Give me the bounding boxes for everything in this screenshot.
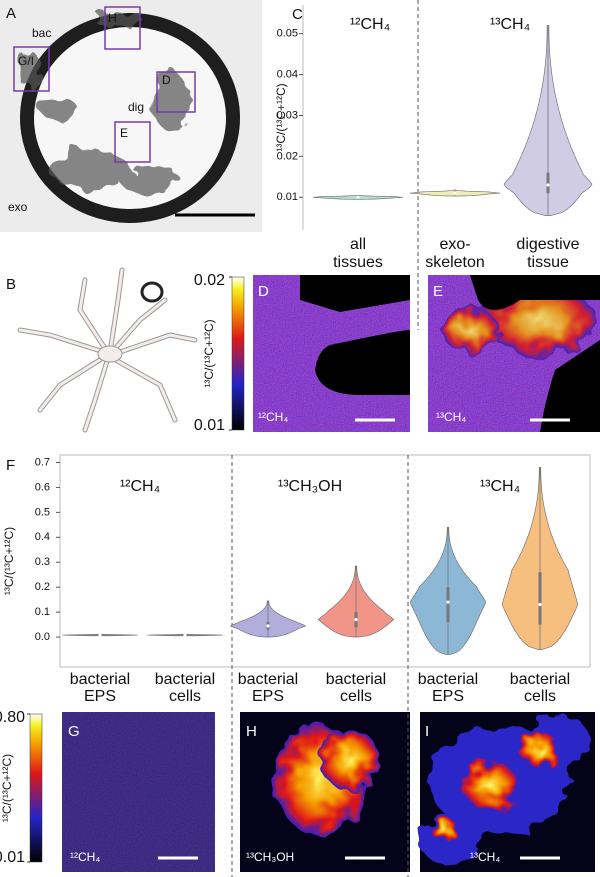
image-e: E ¹³CH₄ (428, 275, 600, 432)
group-label: ¹³CH₄ (480, 478, 520, 495)
category-label: tissue (527, 254, 569, 271)
panel-letter: D (258, 283, 269, 300)
y-tick-label: 0.3 (35, 556, 50, 568)
panel-letter: E (433, 283, 443, 300)
median (538, 603, 542, 607)
category-label: EPS (252, 688, 284, 705)
category-label: bacterial (510, 671, 570, 688)
panel-letter: I (425, 723, 429, 740)
y-tick-label: 0.01 (277, 191, 298, 203)
spider-fill (18, 268, 197, 432)
y-tick-label: 0.2 (35, 581, 50, 593)
category-label: bacterial (326, 671, 386, 688)
y-tick-label: 0.6 (35, 481, 50, 493)
hot-region (275, 725, 380, 835)
category-label: bacterial (418, 671, 478, 688)
tissue-texture (18, 12, 188, 194)
group-label: ¹³CH₃OH (278, 478, 342, 495)
category-label: EPS (432, 688, 464, 705)
group-label: ¹²CH₄ (120, 478, 160, 495)
median (356, 195, 360, 199)
y-tick-label: 0.5 (35, 506, 50, 518)
category-label: tissues (333, 254, 383, 271)
category-label: bacterial (70, 671, 130, 688)
category-label: cells (524, 688, 556, 705)
cross-section (140, 281, 164, 303)
colorbar-tick-label: 0.01 (194, 417, 225, 434)
colorbar-label: ¹³C/(¹³C+¹²C) (0, 754, 14, 822)
y-tick-label: 0.05 (277, 28, 298, 40)
panel-letter: C (292, 6, 303, 23)
group-label: ¹²CH₄ (350, 16, 390, 33)
y-tick-label: 0.0 (35, 631, 50, 643)
image-label: ¹²CH₄ (70, 850, 100, 864)
image-label: ¹³CH₄ (470, 850, 500, 864)
box-label: E (120, 126, 128, 140)
category-label: EPS (84, 688, 116, 705)
y-tick-label: 0.02 (277, 150, 298, 162)
panel-letter: A (6, 5, 16, 22)
image-i: I ¹³CH₄ (420, 712, 595, 872)
colorbar-tick-label: 0.01 (0, 849, 25, 866)
y-tick-label: 0.1 (35, 606, 50, 618)
category-label: bacterial (238, 671, 298, 688)
median (183, 633, 187, 637)
y-tick-label: 0.7 (35, 456, 50, 468)
panel-letter: H (246, 723, 257, 740)
panel-letter: F (6, 457, 15, 474)
hot-region (420, 715, 590, 865)
image-label: ¹²CH₄ (258, 410, 288, 424)
category-label: digestive (516, 236, 579, 253)
median (453, 191, 457, 195)
spider-body (97, 345, 123, 363)
median (354, 618, 358, 622)
category-label: bacterial (155, 671, 215, 688)
label: bac (32, 26, 51, 40)
region-boxes (13, 6, 196, 163)
y-axis-label: ¹³C/(¹³C+¹²C) (274, 83, 288, 151)
image-h: H ¹³CH₃OH (240, 712, 410, 872)
y-tick-label: 0.03 (277, 109, 298, 121)
panel-letter: G (68, 723, 80, 740)
category-label: all (350, 236, 366, 253)
image-label: ¹³CH₄ (436, 410, 466, 424)
plot-frame (59, 454, 591, 668)
category-label: skeleton (425, 254, 485, 271)
image-label: ¹³CH₃OH (246, 850, 294, 864)
box-label: H (108, 11, 117, 25)
image-g: G ¹²CH₄ (62, 712, 215, 872)
colorbar (29, 713, 43, 863)
y-tick-label: 0.4 (35, 531, 50, 543)
colorbar (231, 276, 245, 431)
median (446, 600, 450, 604)
category-label: cells (169, 688, 201, 705)
colorbar-tick-label: 0.02 (194, 272, 225, 289)
label: exo (8, 200, 28, 214)
image-d: D ¹²CH₄ (253, 275, 410, 432)
void (300, 275, 410, 395)
colorbar-label: ¹³C/(¹³C+¹²C) (202, 319, 216, 387)
panel-letter: B (6, 276, 16, 293)
category-label: exo- (439, 236, 470, 253)
heatmap (62, 712, 215, 872)
median (98, 633, 102, 637)
group-label: ¹³CH₄ (490, 16, 530, 33)
label: dig (128, 100, 144, 114)
box-label: D (162, 73, 171, 87)
category-label: cells (340, 688, 372, 705)
box-label: G/I (18, 54, 34, 68)
y-tick-label: 0.04 (277, 68, 298, 80)
panel-b: B (6, 267, 198, 433)
median (266, 624, 270, 628)
median (546, 183, 550, 187)
panel-a: A bac dig exo G/I H D E (0, 0, 262, 232)
void (470, 275, 600, 432)
colorbar-tick-label: 0.80 (0, 709, 25, 726)
y-axis-label: ¹³C/(¹³C+¹²C) (2, 527, 16, 595)
